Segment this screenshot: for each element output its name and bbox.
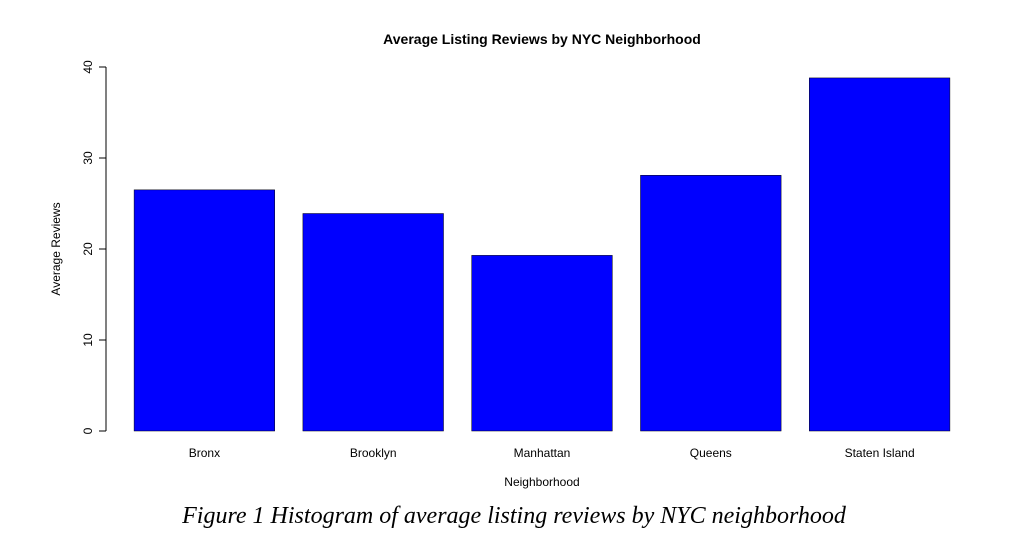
x-tick-label: Staten Island — [845, 446, 915, 460]
bar-bronx — [133, 189, 275, 432]
y-tick-label: 40 — [81, 60, 95, 74]
chart-title: Average Listing Reviews by NYC Neighborh… — [383, 31, 701, 47]
x-axis-label: Neighborhood — [504, 475, 579, 489]
bar-chart: Average Listing Reviews by NYC Neighborh… — [49, 31, 951, 489]
x-tick-label: Bronx — [189, 446, 220, 460]
y-tick-label: 0 — [81, 427, 95, 434]
bar-queens — [640, 175, 782, 432]
y-tick-label: 10 — [81, 333, 95, 347]
x-tick-labels: Bronx Brooklyn Manhattan Queens Staten Islan… — [189, 446, 915, 460]
y-axis-label: Average Reviews — [49, 202, 63, 295]
bar-brooklyn — [302, 213, 444, 432]
y-tick-label: 20 — [81, 242, 95, 256]
bars — [133, 77, 951, 432]
x-tick-label: Queens — [690, 446, 732, 460]
y-axis: 0 10 20 30 40 — [81, 60, 107, 434]
bar-staten-island — [809, 77, 951, 432]
bar-manhattan — [471, 255, 613, 432]
x-tick-label: Manhattan — [514, 446, 571, 460]
figure-caption: Figure 1 Histogram of average listing re… — [182, 503, 846, 529]
x-tick-label: Brooklyn — [350, 446, 397, 460]
y-tick-label: 30 — [81, 151, 95, 165]
